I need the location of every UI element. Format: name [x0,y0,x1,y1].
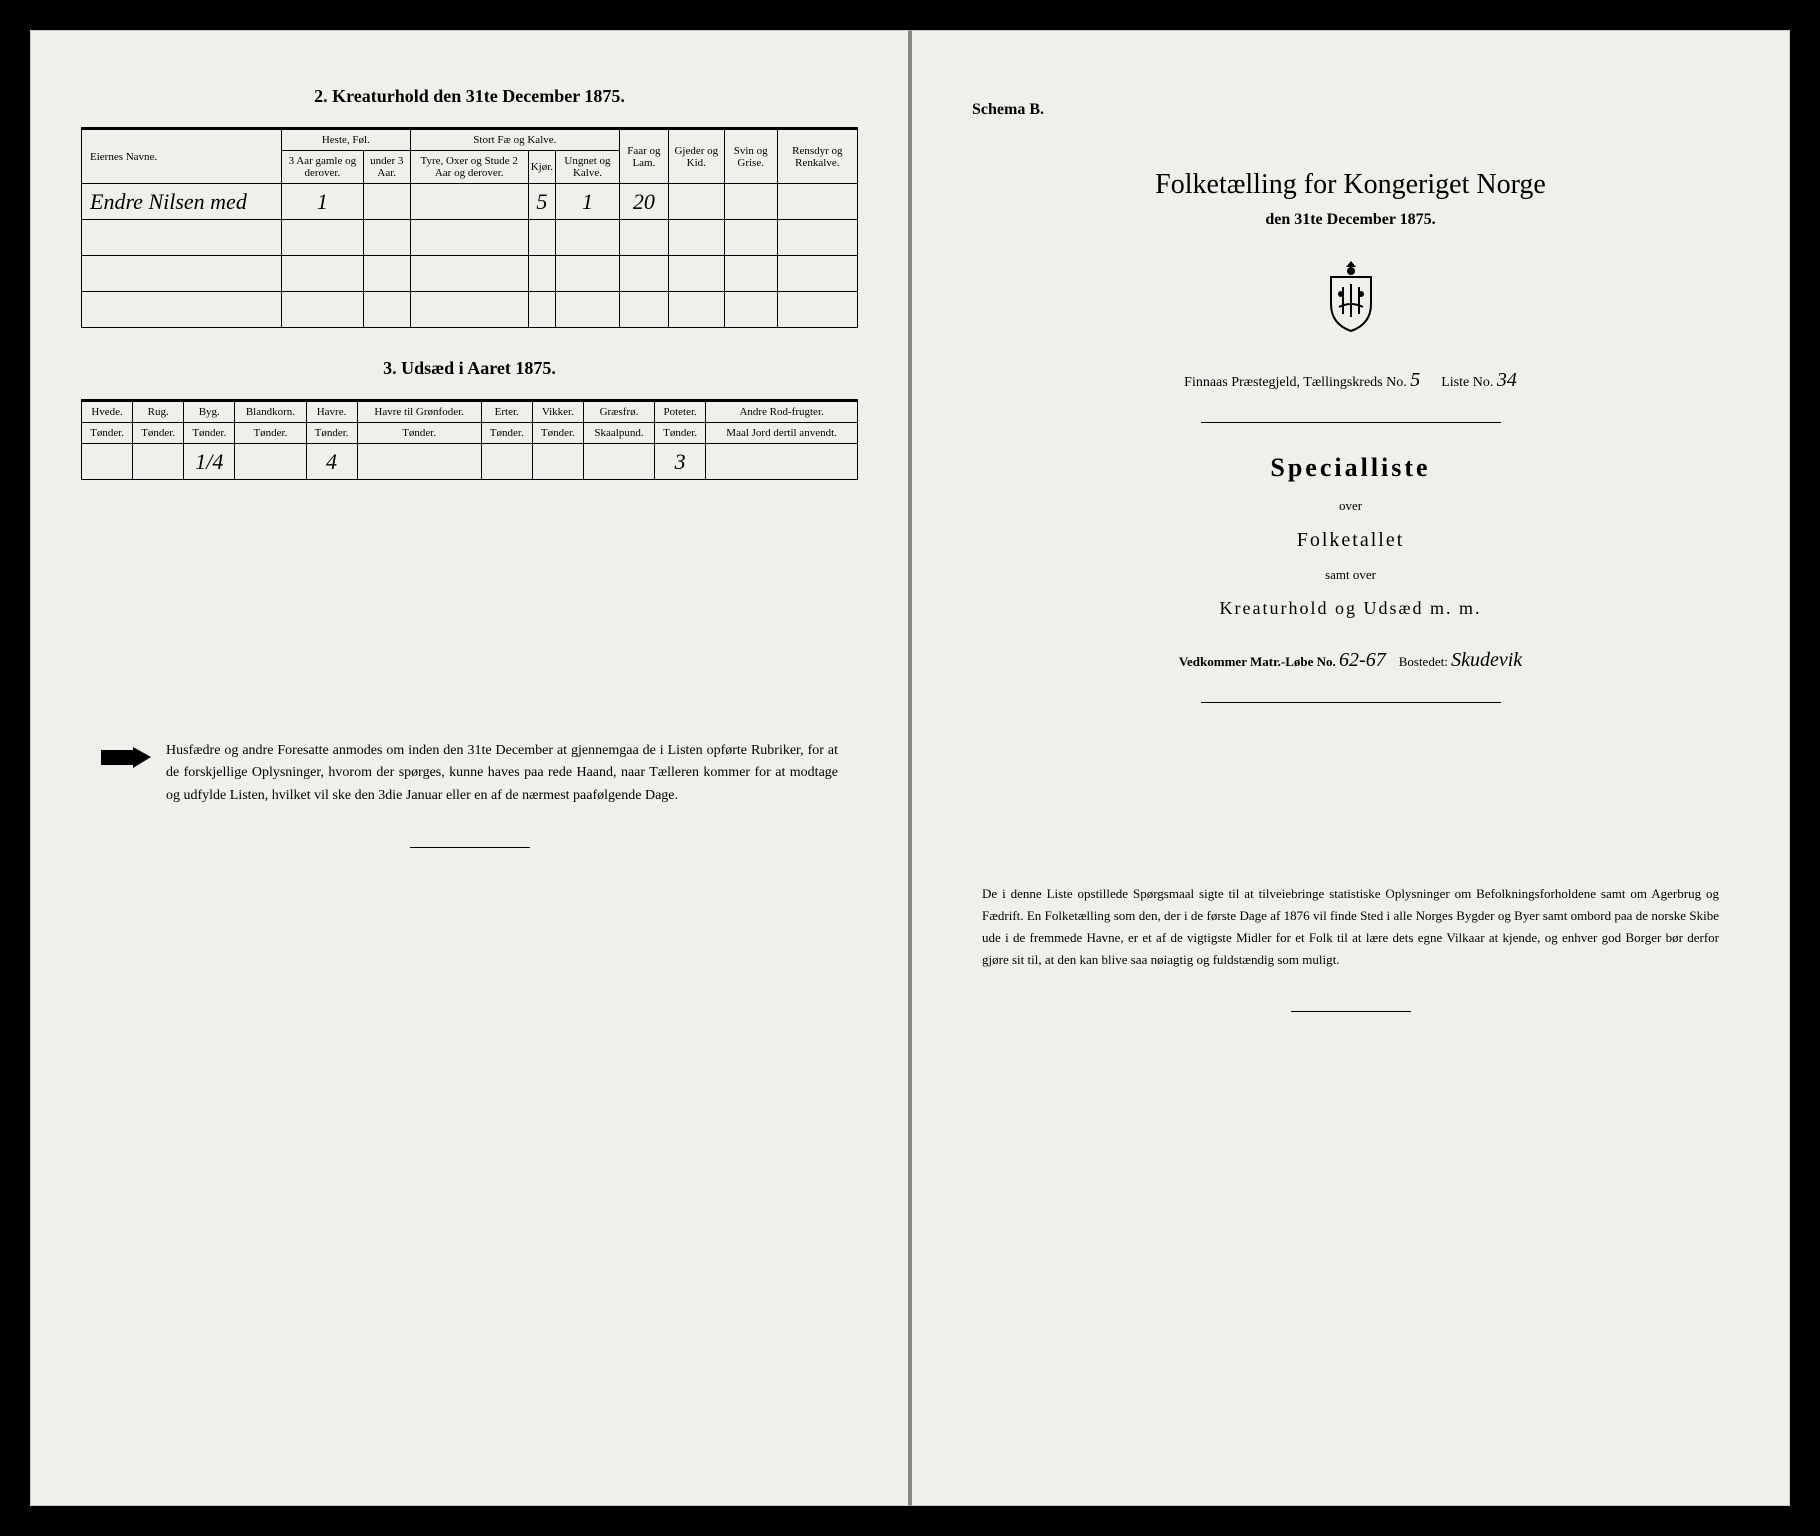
section3-title: 3. Udsæd i Aaret 1875. [81,358,858,379]
cell-cattle-bull [410,184,528,220]
footer-paragraph: De i denne Liste opstillede Spørgsmaal s… [962,883,1739,971]
cell-sheep: 20 [619,184,668,220]
th-unit-9: Skaalpund. [583,423,654,444]
th-sheep: Faar og Lam. [619,129,668,184]
cell-cattle-cow: 5 [528,184,555,220]
table-udsaed: Hvede. Rug. Byg. Blandkorn. Havre. Havre… [81,399,858,480]
special-title: Specialliste [962,453,1739,483]
th-unit-11: Maal Jord dertil anvendt. [706,423,858,444]
th-horse-group: Heste, Føl. [282,129,411,151]
bosted: Skudevik [1451,649,1522,671]
th-unit-7: Tønder. [481,423,532,444]
matr-no: 62-67 [1339,649,1386,671]
cell-pig [724,184,777,220]
cell-potato: 3 [655,444,706,480]
th-owner: Eiernes Navne. [82,129,282,184]
th-grass: Græsfrø. [583,401,654,423]
divider-3 [1201,702,1501,703]
th-oats: Havre. [306,401,357,423]
th-other: Andre Rod-frugter. [706,401,858,423]
cell-goat [668,184,724,220]
th-cattle-cow: Kjør. [528,151,555,184]
th-peas: Erter. [481,401,532,423]
th-pig: Svin og Grise. [724,129,777,184]
schema-label: Schema B. [972,101,1739,119]
cell-other [706,444,858,480]
table-kreaturhold: Eiernes Navne. Heste, Føl. Stort Fæ og K… [81,127,858,328]
cell-mix [235,444,306,480]
cell-oats-fodder [357,444,481,480]
th-barley: Byg. [184,401,235,423]
section2-title: 2. Kreaturhold den 31te December 1875. [81,86,858,107]
parish-prefix: Finnaas Præstegjeld, Tællingskreds No. [1184,375,1407,390]
kreatur-text: Kreaturhold og Udsæd m. m. [962,598,1739,619]
liste-label: Liste No. [1441,375,1493,390]
cell-peas [481,444,532,480]
th-cattle-bull: Tyre, Oxer og Stude 2 Aar og derover. [410,151,528,184]
samt-text: samt over [962,567,1739,583]
parish-line: Finnaas Præstegjeld, Tællingskreds No. 5… [962,369,1739,392]
kreds-no: 5 [1410,369,1420,391]
th-horse-old: 3 Aar gamle og derover. [282,151,364,184]
th-horse-young: under 3 Aar. [363,151,410,184]
th-unit-8: Tønder. [532,423,583,444]
divider-4 [1291,1011,1411,1012]
liste-no: 34 [1497,369,1517,391]
folketallet: Folketallet [962,529,1739,552]
th-mix: Blandkorn. [235,401,306,423]
th-unit-4: Tønder. [235,423,306,444]
th-unit-5: Tønder. [306,423,357,444]
document-spread: 2. Kreaturhold den 31te December 1875. E… [30,30,1790,1506]
cell-reindeer [777,184,857,220]
th-wheat: Hvede. [82,401,133,423]
th-cattle-group: Stort Fæ og Kalve. [410,129,619,151]
th-unit-1: Tønder. [82,423,133,444]
page-right: Schema B. Folketælling for Kongeriget No… [910,30,1790,1506]
th-unit-10: Tønder. [655,423,706,444]
th-unit-2: Tønder. [133,423,184,444]
matr-label: Vedkommer Matr.-Løbe No. [1179,654,1336,669]
cell-wheat [82,444,133,480]
cell-barley: 1/4 [184,444,235,480]
cell-vetch [532,444,583,480]
th-cattle-calf: Ungnet og Kalve. [556,151,620,184]
main-title: Folketælling for Kongeriget Norge [962,169,1739,201]
th-oats-fodder: Havre til Grønfoder. [357,401,481,423]
cell-horse-young [363,184,410,220]
th-reindeer: Rensdyr og Renkalve. [777,129,857,184]
bosted-label: Bostedet: [1399,654,1448,669]
cell-horse-old: 1 [282,184,364,220]
over-text: over [962,498,1739,514]
notice-text: Husfædre og andre Foresatte anmodes om i… [166,740,838,807]
notice-block: Husfædre og andre Foresatte anmodes om i… [81,740,858,807]
matr-line: Vedkommer Matr.-Løbe No. 62-67 Bostedet:… [962,649,1739,672]
sub-date: den 31te December 1875. [962,211,1739,229]
coat-of-arms-icon [962,259,1739,339]
th-unit-3: Tønder. [184,423,235,444]
cell-rye [133,444,184,480]
divider [410,847,530,848]
th-unit-6: Tønder. [357,423,481,444]
th-rye: Rug. [133,401,184,423]
page-left: 2. Kreaturhold den 31te December 1875. E… [30,30,910,1506]
th-goat: Gjeder og Kid. [668,129,724,184]
cell-grass [583,444,654,480]
th-potato: Poteter. [655,401,706,423]
pointing-hand-icon [101,745,151,770]
th-vetch: Vikker. [532,401,583,423]
divider-2 [1201,422,1501,423]
cell-cattle-calf: 1 [556,184,620,220]
cell-oats: 4 [306,444,357,480]
cell-owner: Endre Nilsen med [82,184,282,220]
